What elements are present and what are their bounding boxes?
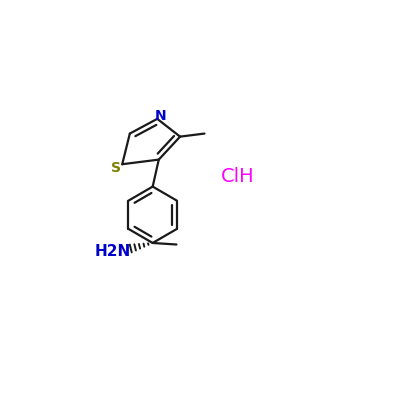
Text: N: N <box>155 109 167 123</box>
Text: H2N: H2N <box>95 244 131 259</box>
Text: ClH: ClH <box>221 167 255 186</box>
Text: S: S <box>111 161 121 175</box>
